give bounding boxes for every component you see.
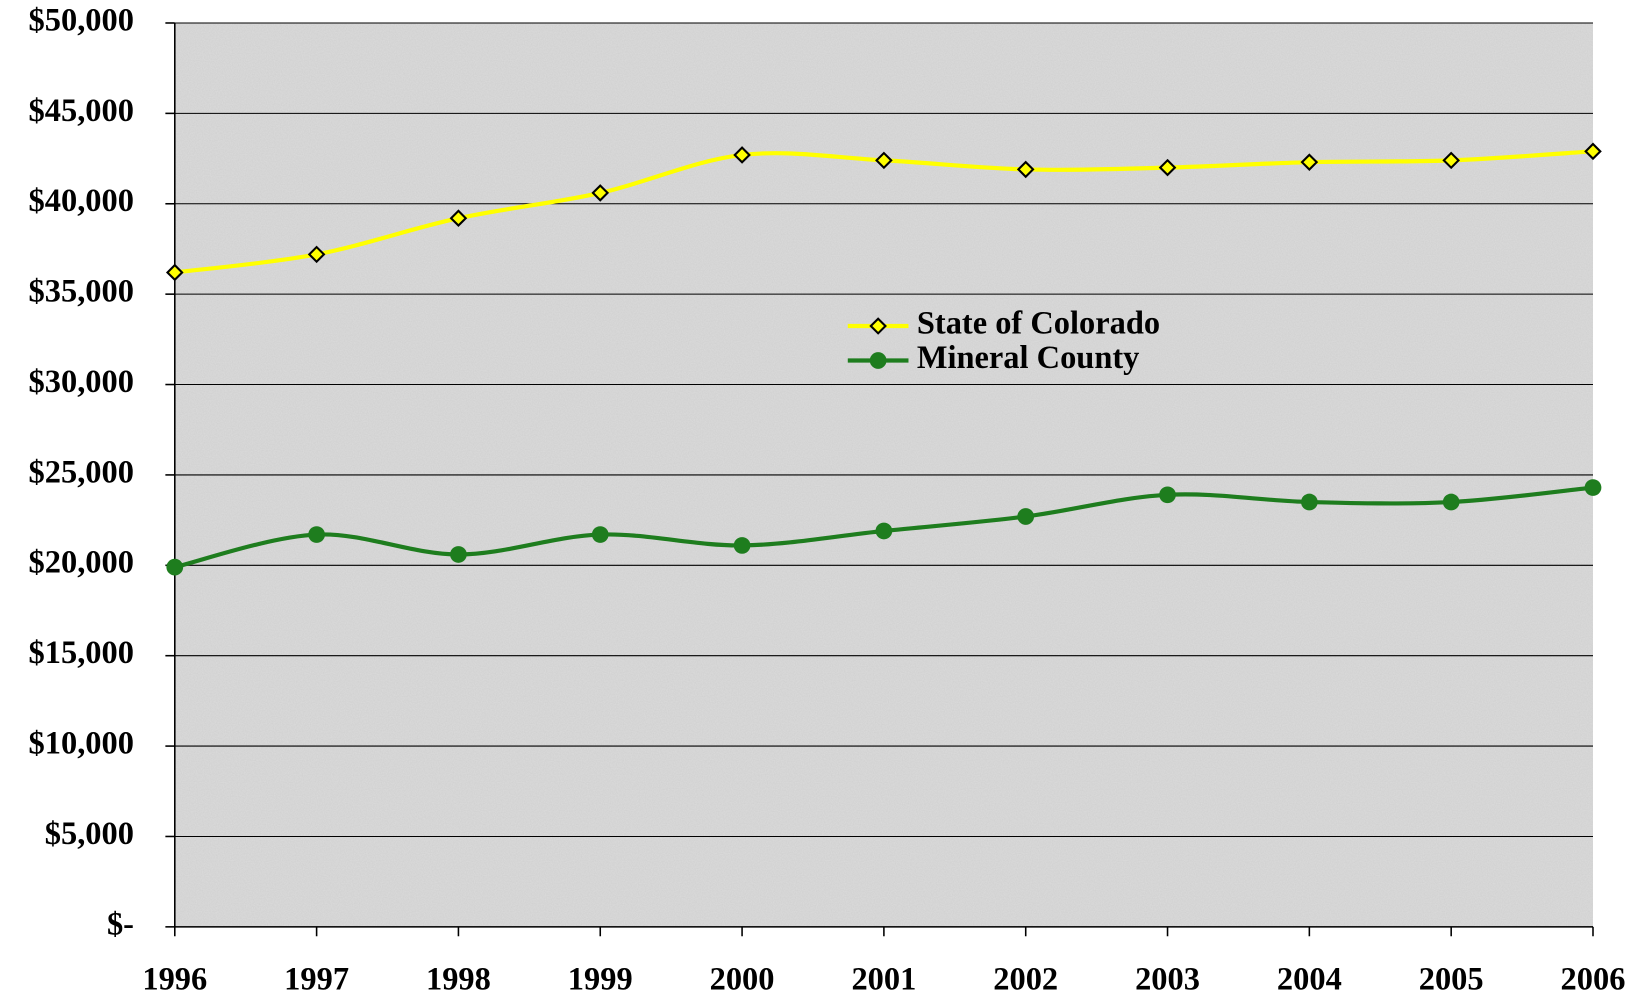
- data-point: [1159, 486, 1176, 504]
- data-point: [308, 526, 325, 543]
- data-point: [1016, 160, 1035, 179]
- y-tick-label: $30,000: [29, 364, 134, 400]
- data-point: [1017, 508, 1035, 525]
- data-point: [1300, 493, 1318, 511]
- x-tick-label: 2001: [851, 962, 916, 998]
- data-point: [166, 558, 184, 576]
- legend-label: Mineral County: [917, 340, 1140, 376]
- y-tick-label: $5,000: [45, 816, 134, 852]
- y-tick-label: $20,000: [29, 545, 134, 581]
- data-point: [1584, 142, 1602, 161]
- data-point: [1442, 493, 1460, 511]
- y-tick-label: $15,000: [29, 635, 134, 671]
- data-point: [733, 146, 751, 164]
- x-tick-label: 1996: [142, 962, 207, 998]
- x-tick-label: 2003: [1135, 962, 1200, 998]
- data-point: [449, 209, 468, 228]
- y-tick-label: $10,000: [29, 726, 134, 762]
- data-point: [591, 184, 610, 202]
- x-tick-label: 2006: [1561, 962, 1626, 998]
- data-point: [733, 537, 751, 554]
- y-tick-label: $45,000: [29, 93, 134, 129]
- data-point: [1584, 479, 1602, 496]
- x-tick-label: 2000: [710, 962, 775, 998]
- data-point: [875, 151, 893, 170]
- y-tick-label: $35,000: [29, 274, 134, 310]
- x-tick-label: 2004: [1277, 962, 1342, 998]
- data-point: [1300, 153, 1319, 171]
- data-point: [165, 263, 184, 282]
- y-tick-label: $40,000: [29, 183, 134, 219]
- y-tick-label: $50,000: [29, 2, 134, 38]
- data-point: [307, 245, 326, 264]
- x-tick-label: 1999: [568, 962, 633, 998]
- data-point: [875, 522, 893, 540]
- y-tick-label: $-: [107, 906, 134, 942]
- data-point: [450, 546, 467, 563]
- legend-label: State of Colorado: [917, 305, 1160, 341]
- x-tick-label: 2005: [1419, 962, 1484, 998]
- data-point: [1442, 151, 1460, 170]
- data-point: [1158, 158, 1177, 177]
- y-tick-label: $25,000: [29, 454, 134, 490]
- data-point: [591, 526, 609, 543]
- x-tick-label: 1998: [426, 962, 491, 998]
- legend-marker: [869, 352, 887, 369]
- x-tick-label: 2002: [993, 962, 1058, 998]
- x-tick-label: 1997: [284, 962, 349, 998]
- legend-marker: [869, 317, 887, 335]
